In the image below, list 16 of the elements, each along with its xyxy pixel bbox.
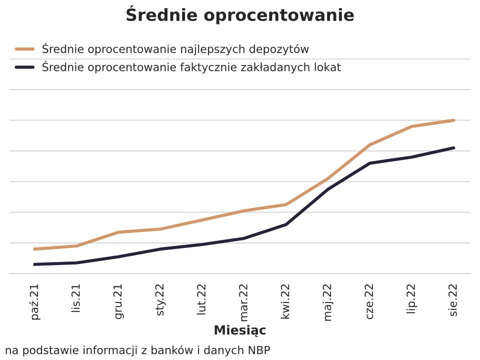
x-tick-label: gru.21 bbox=[113, 284, 124, 320]
x-tick-label: lis.21 bbox=[71, 284, 80, 312]
x-tick-label: mar.22 bbox=[239, 284, 248, 322]
x-tick-label: sty.22 bbox=[155, 284, 166, 316]
text: na podstawie informacji z banków i danych NBP bbox=[6, 345, 270, 356]
legend-label: Średnie oprocentowanie najlepszych depozytów bbox=[42, 42, 309, 56]
x-tick-label: paź.21 bbox=[29, 284, 40, 320]
x-tick-label: lip.22 bbox=[406, 284, 418, 314]
chart-title: Średnie oprocentowanie bbox=[126, 5, 354, 24]
x-axis-title: Miesiąc bbox=[214, 324, 266, 337]
x-tick-label: maj.22 bbox=[322, 284, 334, 321]
x-tick-label: sie.22 bbox=[448, 284, 457, 316]
x-tick-label: cze.22 bbox=[364, 284, 374, 320]
x-tick-label: kwi.22 bbox=[280, 284, 290, 319]
x-tick-label: lut.22 bbox=[196, 284, 206, 314]
legend-label: Średnie oprocentowanie faktycznie zakładanych lokat bbox=[42, 60, 341, 74]
